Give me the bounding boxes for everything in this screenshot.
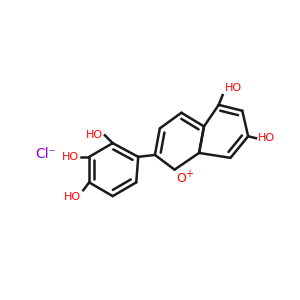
- Text: HO: HO: [64, 192, 81, 202]
- Text: HO: HO: [225, 83, 242, 93]
- Text: +: +: [185, 169, 193, 178]
- Text: Cl⁻: Cl⁻: [35, 147, 56, 161]
- Text: HO: HO: [86, 130, 103, 140]
- Text: O: O: [176, 172, 186, 184]
- Text: HO: HO: [62, 152, 79, 162]
- Text: HO: HO: [258, 133, 275, 143]
